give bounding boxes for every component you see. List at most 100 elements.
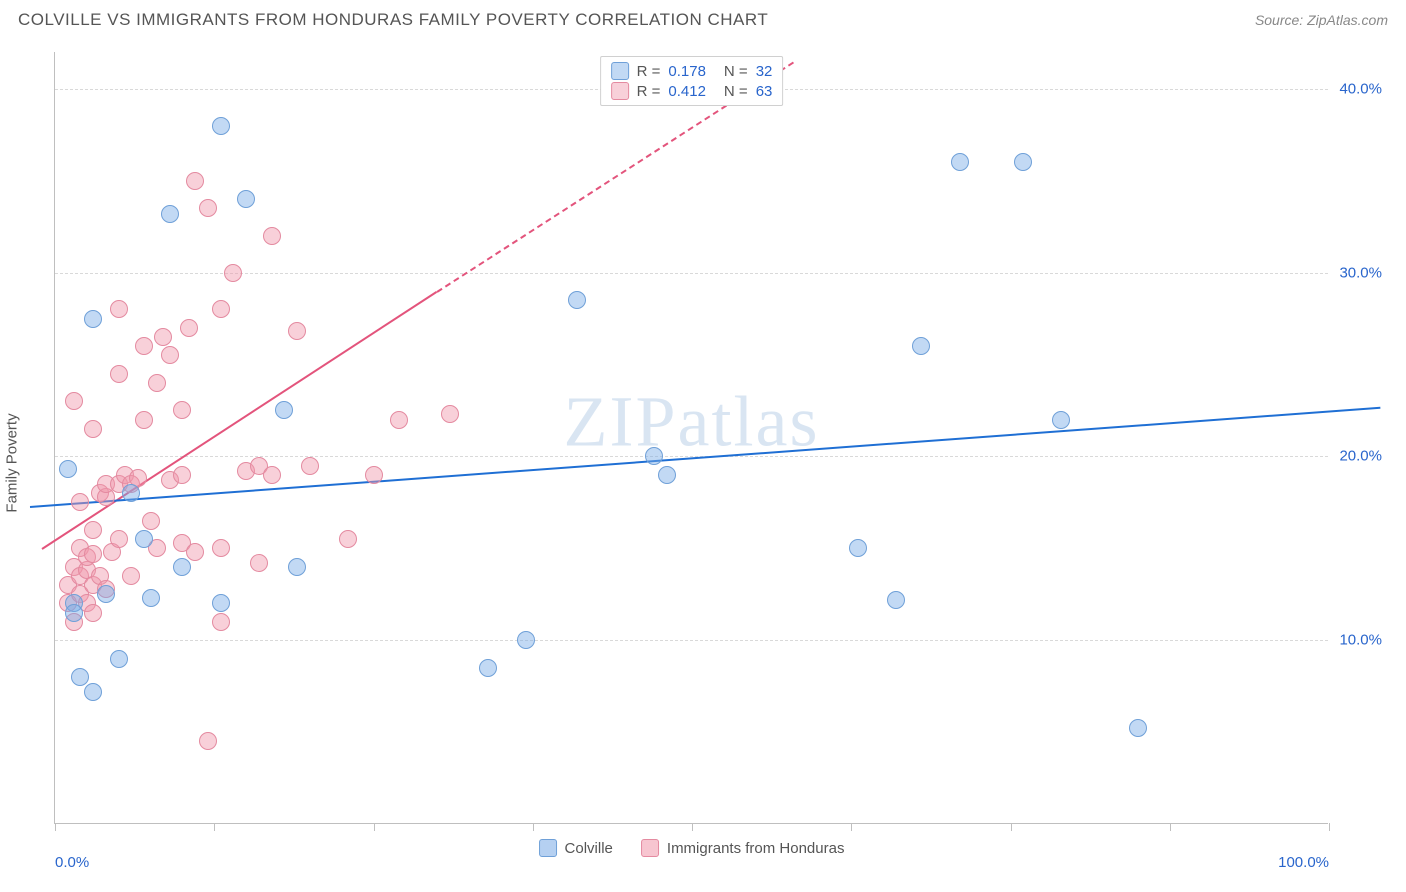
- series-legend-item: Immigrants from Honduras: [641, 839, 845, 857]
- data-point: [142, 512, 160, 530]
- data-point: [110, 300, 128, 318]
- data-point: [275, 401, 293, 419]
- data-point: [161, 346, 179, 364]
- data-point: [263, 227, 281, 245]
- gridline-h: [55, 273, 1328, 274]
- data-point: [186, 172, 204, 190]
- data-point: [180, 319, 198, 337]
- data-point: [65, 604, 83, 622]
- data-point: [59, 460, 77, 478]
- data-point: [212, 539, 230, 557]
- series-legend: Colville Immigrants from Honduras: [539, 839, 845, 857]
- data-point: [517, 631, 535, 649]
- correlation-legend-row: R = 0.178N = 32: [611, 61, 773, 81]
- data-point: [212, 300, 230, 318]
- legend-swatch: [611, 62, 629, 80]
- data-point: [173, 401, 191, 419]
- data-point: [568, 291, 586, 309]
- data-point: [148, 374, 166, 392]
- data-point: [212, 613, 230, 631]
- data-point: [237, 190, 255, 208]
- data-point: [951, 153, 969, 171]
- data-point: [173, 466, 191, 484]
- data-point: [122, 567, 140, 585]
- data-point: [887, 591, 905, 609]
- gridline-h: [55, 640, 1328, 641]
- data-point: [212, 117, 230, 135]
- data-point: [84, 604, 102, 622]
- correlation-legend: R = 0.178N = 32R = 0.412N = 63: [600, 56, 784, 106]
- series-legend-label: Colville: [565, 840, 613, 857]
- source-credit: Source: ZipAtlas.com: [1255, 12, 1388, 28]
- data-point: [339, 530, 357, 548]
- data-point: [154, 328, 172, 346]
- title-bar: COLVILLE VS IMMIGRANTS FROM HONDURAS FAM…: [0, 0, 1406, 36]
- y-tick-label: 30.0%: [1339, 264, 1382, 281]
- data-point: [122, 484, 140, 502]
- data-point: [250, 554, 268, 572]
- data-point: [365, 466, 383, 484]
- data-point: [110, 530, 128, 548]
- legend-swatch: [641, 839, 659, 857]
- data-point: [645, 447, 663, 465]
- data-point: [1052, 411, 1070, 429]
- data-point: [173, 558, 191, 576]
- data-point: [84, 420, 102, 438]
- data-point: [1129, 719, 1147, 737]
- y-axis-label: Family Poverty: [4, 413, 21, 512]
- correlation-legend-row: R = 0.412N = 63: [611, 81, 773, 101]
- data-point: [110, 365, 128, 383]
- data-point: [97, 585, 115, 603]
- x-tick-label: 0.0%: [55, 854, 89, 871]
- data-point: [1014, 153, 1032, 171]
- data-point: [912, 337, 930, 355]
- data-point: [199, 199, 217, 217]
- legend-swatch: [611, 82, 629, 100]
- trend-line: [42, 291, 438, 550]
- data-point: [135, 411, 153, 429]
- x-tick: [1329, 823, 1330, 831]
- data-point: [849, 539, 867, 557]
- series-legend-item: Colville: [539, 839, 613, 857]
- plot-area: ZIPatlas 10.0%20.0%30.0%40.0%0.0%100.0%R…: [54, 52, 1328, 824]
- data-point: [84, 310, 102, 328]
- data-point: [135, 530, 153, 548]
- data-point: [135, 337, 153, 355]
- data-point: [142, 589, 160, 607]
- data-point: [441, 405, 459, 423]
- data-point: [65, 392, 83, 410]
- data-point: [263, 466, 281, 484]
- data-point: [84, 521, 102, 539]
- x-tick: [55, 823, 56, 831]
- data-point: [301, 457, 319, 475]
- chart-title: COLVILLE VS IMMIGRANTS FROM HONDURAS FAM…: [18, 10, 768, 30]
- x-tick: [374, 823, 375, 831]
- data-point: [479, 659, 497, 677]
- data-point: [186, 543, 204, 561]
- data-point: [288, 558, 306, 576]
- series-legend-label: Immigrants from Honduras: [667, 840, 845, 857]
- data-point: [110, 650, 128, 668]
- data-point: [161, 205, 179, 223]
- data-point: [84, 683, 102, 701]
- x-tick: [1170, 823, 1171, 831]
- data-point: [658, 466, 676, 484]
- x-tick-label: 100.0%: [1278, 854, 1329, 871]
- x-tick: [1011, 823, 1012, 831]
- data-point: [84, 545, 102, 563]
- chart-container: Family Poverty ZIPatlas 10.0%20.0%30.0%4…: [18, 44, 1388, 882]
- data-point: [71, 493, 89, 511]
- x-tick: [851, 823, 852, 831]
- data-point: [212, 594, 230, 612]
- x-tick: [533, 823, 534, 831]
- data-point: [199, 732, 217, 750]
- x-tick: [692, 823, 693, 831]
- y-tick-label: 20.0%: [1339, 448, 1382, 465]
- x-tick: [214, 823, 215, 831]
- data-point: [390, 411, 408, 429]
- data-point: [224, 264, 242, 282]
- y-tick-label: 40.0%: [1339, 80, 1382, 97]
- data-point: [288, 322, 306, 340]
- y-tick-label: 10.0%: [1339, 632, 1382, 649]
- legend-swatch: [539, 839, 557, 857]
